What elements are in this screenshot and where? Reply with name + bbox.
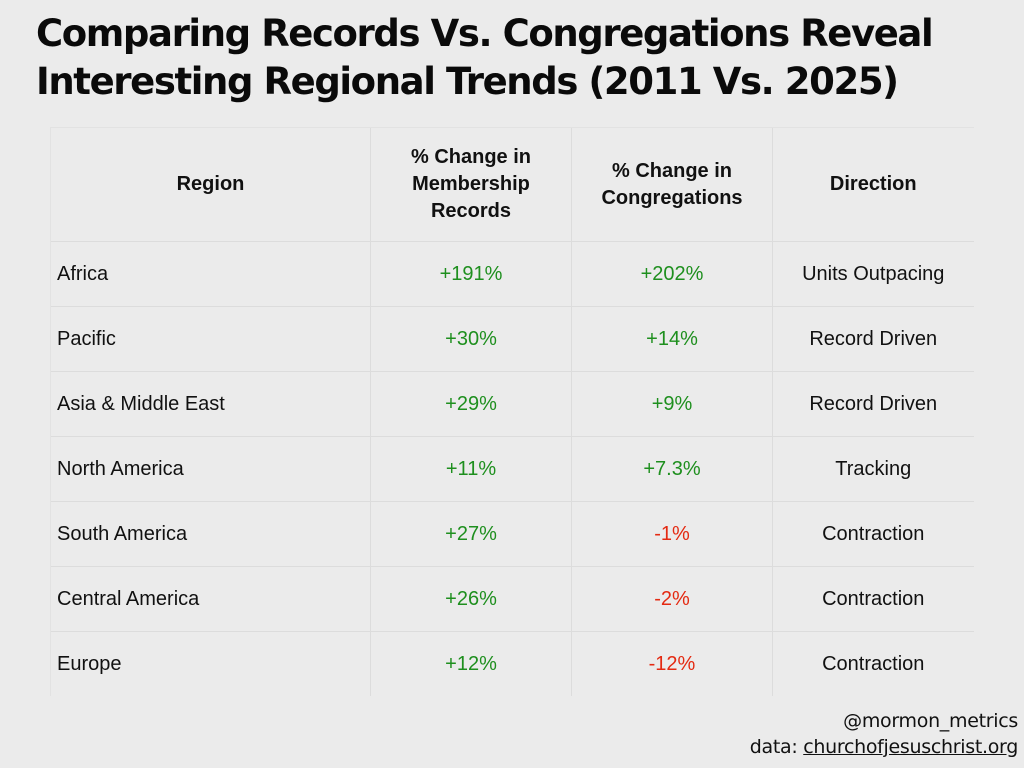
cell-congregations-change: +14% (571, 306, 773, 372)
cell-region: Europe (50, 631, 371, 696)
data-source-link[interactable]: churchofjesuschrist.org (803, 736, 1018, 758)
table-header-row: Region % Change in Membership Records % … (50, 127, 974, 242)
data-source-prefix: data: (749, 736, 804, 758)
table-row: North America +11% +7.3% Tracking (50, 436, 974, 502)
table-row: Africa +191% +202% Units Outpacing (50, 241, 974, 307)
cell-region: Asia & Middle East (50, 371, 371, 437)
cell-congregations-change: +7.3% (571, 436, 773, 502)
cell-region: South America (50, 501, 371, 567)
cell-records-change: +12% (370, 631, 572, 696)
cell-direction: Tracking (772, 436, 974, 502)
cell-congregations-change: +202% (571, 241, 773, 307)
cell-direction: Contraction (772, 631, 974, 696)
cell-congregations-change: +9% (571, 371, 773, 437)
cell-congregations-change: -2% (571, 566, 773, 632)
chart-title: Comparing Records Vs. Congregations Reve… (36, 10, 996, 106)
header-direction: Direction (772, 127, 974, 242)
cell-records-change: +30% (370, 306, 572, 372)
footer-credits: @mormon_metrics data: churchofjesuschris… (749, 708, 1019, 760)
table-row: Pacific +30% +14% Record Driven (50, 306, 974, 372)
cell-region: North America (50, 436, 371, 502)
table-row: Central America +26% -2% Contraction (50, 566, 974, 632)
chart-title-line-1: Comparing Records Vs. Congregations Reve… (36, 12, 934, 55)
header-membership-records: % Change in Membership Records (370, 127, 572, 242)
chart-title-line-2: Interesting Regional Trends (2011 Vs. 20… (36, 60, 899, 103)
cell-region: Africa (50, 241, 371, 307)
header-region: Region (50, 127, 371, 242)
cell-records-change: +26% (370, 566, 572, 632)
data-source: data: churchofjesuschrist.org (749, 734, 1019, 760)
header-congregations: % Change in Congregations (571, 127, 773, 242)
cell-records-change: +191% (370, 241, 572, 307)
table-row: Asia & Middle East +29% +9% Record Drive… (50, 371, 974, 437)
table-row: Europe +12% -12% Contraction (50, 631, 974, 696)
cell-direction: Contraction (772, 501, 974, 567)
data-table: Region % Change in Membership Records % … (50, 127, 974, 696)
cell-region: Central America (50, 566, 371, 632)
cell-congregations-change: -1% (571, 501, 773, 567)
cell-direction: Contraction (772, 566, 974, 632)
cell-direction: Record Driven (772, 371, 974, 437)
cell-direction: Units Outpacing (772, 241, 974, 307)
cell-records-change: +29% (370, 371, 572, 437)
cell-direction: Record Driven (772, 306, 974, 372)
cell-records-change: +11% (370, 436, 572, 502)
table-row: South America +27% -1% Contraction (50, 501, 974, 567)
cell-records-change: +27% (370, 501, 572, 567)
cell-congregations-change: -12% (571, 631, 773, 696)
table-body: Africa +191% +202% Units Outpacing Pacif… (50, 241, 974, 696)
cell-region: Pacific (50, 306, 371, 372)
data-table-container: Region % Change in Membership Records % … (50, 127, 974, 696)
author-handle: @mormon_metrics (843, 710, 1018, 732)
